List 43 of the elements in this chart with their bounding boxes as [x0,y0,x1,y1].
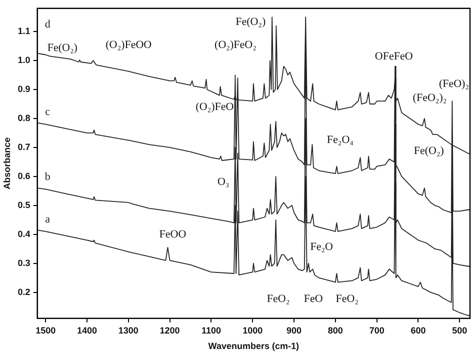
annotation: FeO [304,293,323,306]
annotation: O₃ [217,176,230,188]
series-label: c [45,106,50,118]
x-tick-label: 800 [328,325,343,336]
y-tick-label: 1.0 [18,55,30,66]
annotation: OFeFeO [374,50,413,62]
y-tick-label: 0.4 [18,228,30,239]
series-label: a [45,213,50,226]
y-tick-label: 0.9 [18,84,30,94]
x-tick-label: 600 [410,325,426,336]
annotation: Fe(O₂) [236,16,266,28]
annotation: (O₂)FeOO [106,38,152,51]
x-tick-label: 1300 [118,325,138,336]
annotation: Fe₂O [310,240,334,253]
annotation: Fe(O₂) [47,42,78,54]
annotation: FeOO [159,228,186,240]
annotation: (O₂)FeO [196,100,234,113]
text: d [44,18,51,31]
y-tick-label: 0.2 [18,286,30,297]
x-tick-label: 500 [452,325,468,336]
y-tick-label: 0.6 [18,170,30,181]
annotation: (O₂)FeO₂ [214,38,257,51]
x-tick-label: 900 [286,325,302,336]
annotation: Fe(O₂) [414,145,444,158]
series-label: b [44,171,51,184]
x-tick-label: 1200 [160,325,180,336]
annotation: FeO₂ [336,293,359,306]
y-tick-label: 0.8 [18,112,30,123]
x-axis-title: Wavenumbers (cm-1) [208,341,300,352]
x-tick-label: 1400 [76,325,98,336]
y-tick-label: 0.5 [18,200,30,210]
annotation: FeO₂ [266,293,290,306]
y-tick-label: 0.7 [18,142,30,152]
y-tick-label: 1.1 [18,26,30,36]
annotation: (FeO)₂ [438,78,470,90]
x-tick-label: 1100 [201,325,221,336]
x-tick-label: 1000 [242,325,263,336]
x-tick-label: 1500 [36,325,56,336]
x-tick-label: 700 [369,325,384,336]
annotation: (FeO₂)₂ [412,92,447,104]
y-axis-title: Absorbance [2,137,12,190]
annotation: Fe₂O₄ [326,134,354,146]
y-tick-label: 0.3 [18,258,30,268]
